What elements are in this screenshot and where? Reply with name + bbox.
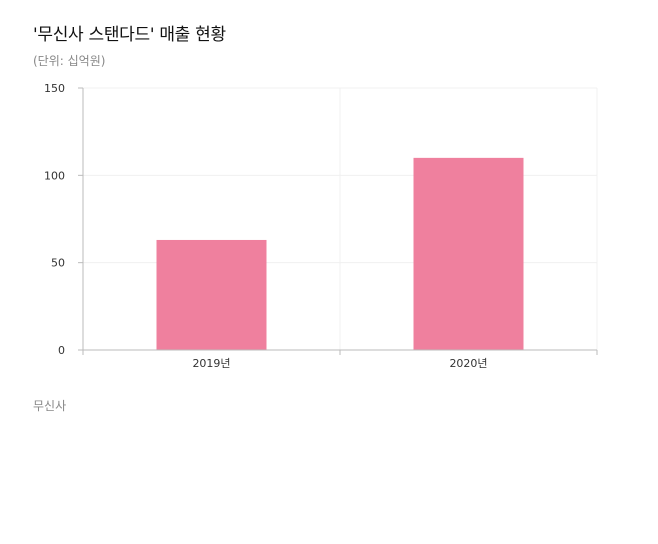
source-label: 무신사 <box>33 399 67 413</box>
x-tick-label: 2019년 <box>192 357 230 370</box>
x-tick-labels: 2019년 2020년 <box>192 357 487 370</box>
y-tick-label: 150 <box>44 82 65 95</box>
y-tick-label: 100 <box>44 169 65 182</box>
x-tick-label: 2020년 <box>449 357 487 370</box>
bars <box>156 157 524 350</box>
y-tick-label: 0 <box>58 344 65 357</box>
unit-subtitle: (단위: 십억원) <box>33 54 106 68</box>
bar-1 <box>156 239 267 350</box>
axes <box>78 87 598 355</box>
y-tick-labels: 0 50 100 150 <box>44 82 65 357</box>
chart-title: '무신사 스탠다드' 매출 현황 <box>33 25 226 45</box>
y-tick-label: 50 <box>51 257 65 270</box>
bar-2 <box>413 157 524 350</box>
bar-chart: 0 50 100 150 2019년 2020년 <box>44 82 598 370</box>
